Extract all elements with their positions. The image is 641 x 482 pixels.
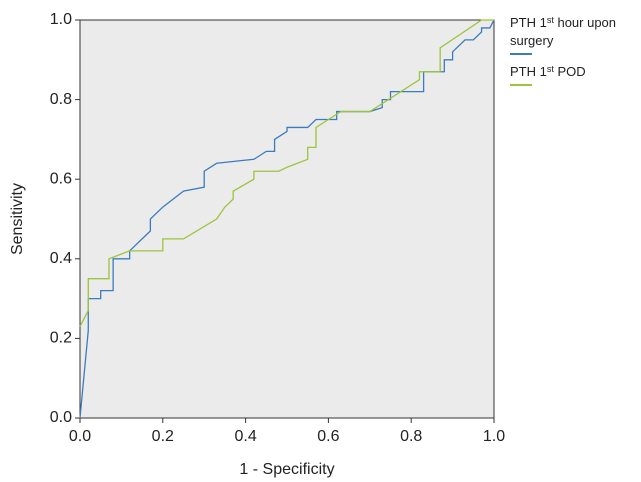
legend-swatch [510, 84, 532, 86]
roc-line [79, 19, 495, 419]
y-tick-label: 0.2 [50, 330, 72, 347]
y-tick-label: 1.0 [50, 11, 72, 28]
legend: PTH 1st hour upon surgery PTH 1st POD [510, 14, 638, 94]
plot-area [79, 19, 495, 419]
legend-label: PTH 1st POD [510, 64, 586, 79]
legend-entry: PTH 1st hour upon surgery [510, 14, 638, 55]
x-tick-label: 0.8 [400, 428, 422, 445]
roc-line [79, 19, 494, 327]
x-tick-label: 0.4 [234, 428, 256, 445]
y-tick-label: 0.8 [50, 91, 72, 108]
y-tick-label: 0.6 [50, 170, 72, 187]
x-axis-label: 1 - Specificity [239, 461, 334, 478]
y-axis-label: Sensitivity [9, 183, 26, 255]
y-tick-label: 0.0 [50, 409, 72, 426]
x-tick-label: 0.2 [152, 428, 174, 445]
legend-swatch [510, 53, 532, 55]
y-tick-label: 0.4 [50, 250, 72, 267]
x-tick-label: 1.0 [483, 428, 505, 445]
x-tick-label: 0.6 [317, 428, 339, 445]
legend-label: PTH 1st hour upon surgery [510, 15, 617, 48]
x-tick-label: 0.0 [69, 428, 91, 445]
legend-entry: PTH 1st POD [510, 63, 638, 86]
